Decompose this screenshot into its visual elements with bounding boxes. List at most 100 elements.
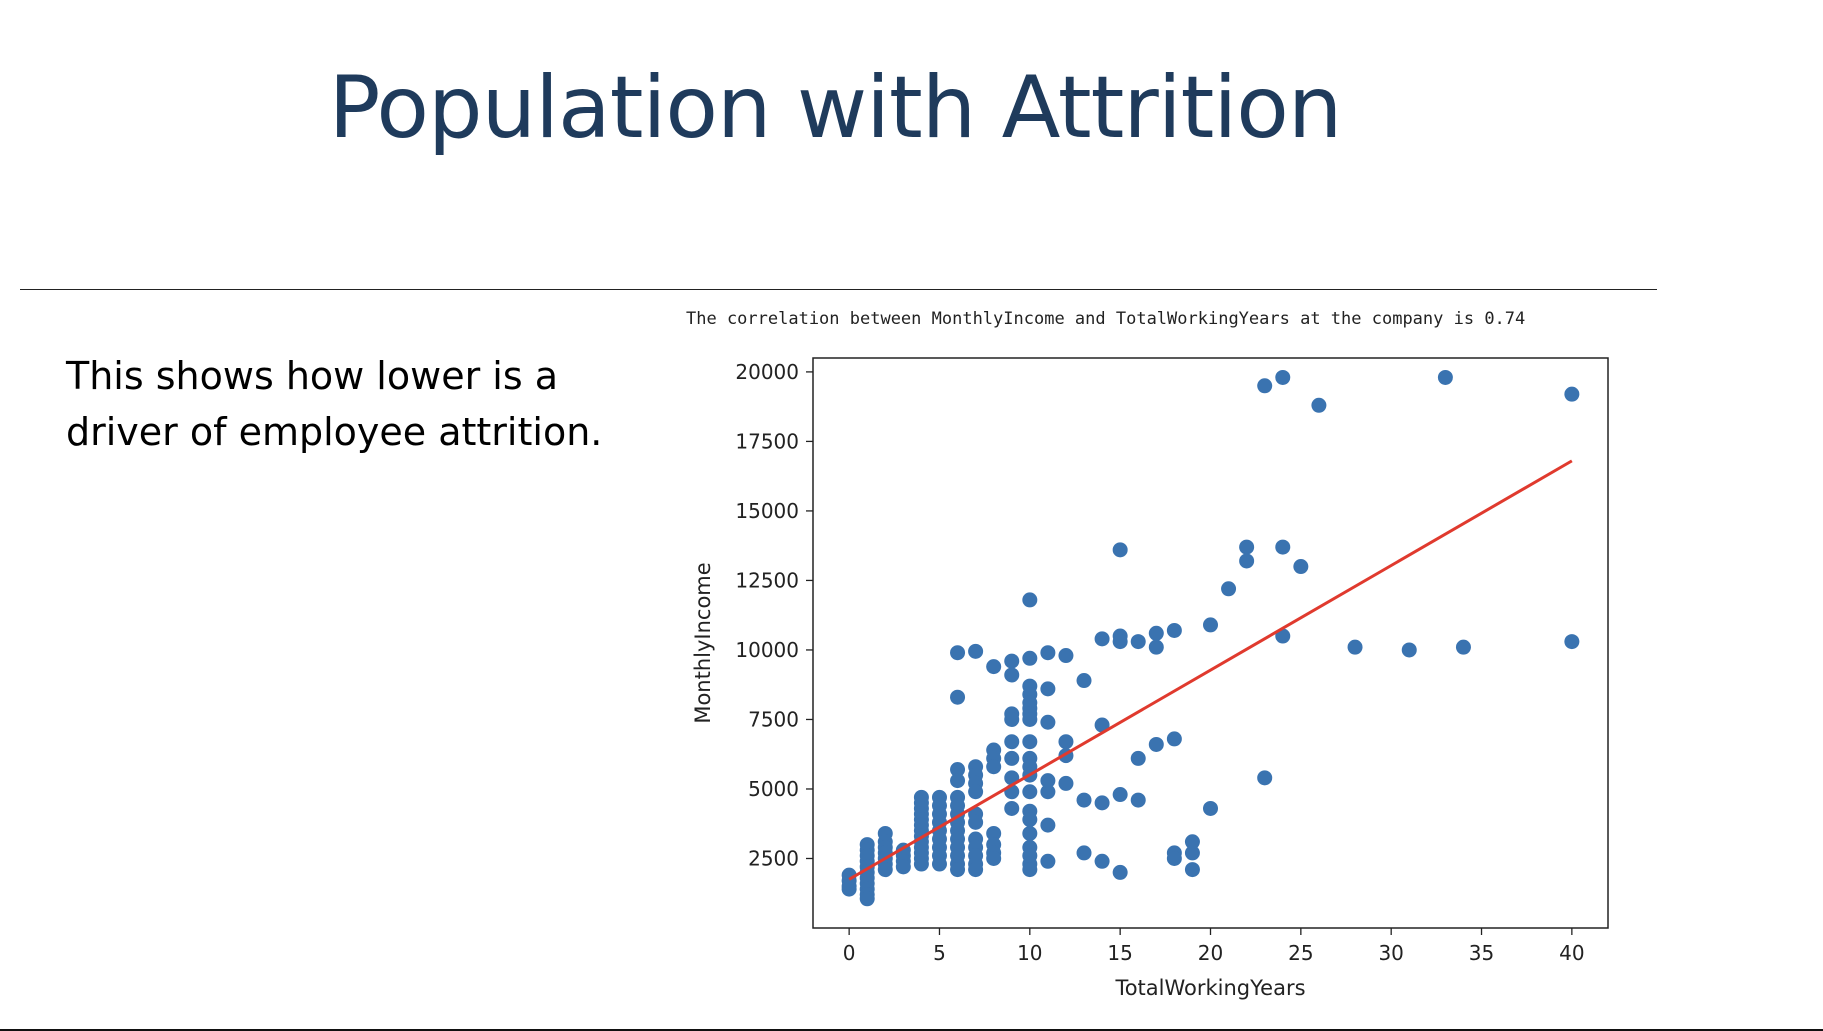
title-divider: [20, 289, 1657, 290]
x-tick-label: 35: [1469, 941, 1494, 965]
scatter-point: [1166, 731, 1182, 747]
scatter-point: [1130, 634, 1146, 650]
x-tick-label: 20: [1198, 941, 1223, 965]
chart-points: [841, 369, 1580, 907]
y-tick-label: 5000: [748, 777, 799, 801]
scatter-point: [1004, 667, 1020, 683]
scatter-point: [1257, 770, 1273, 786]
scatter-point: [1058, 775, 1074, 791]
scatter-point: [1040, 714, 1056, 730]
scatter-point: [1564, 386, 1580, 402]
scatter-point: [895, 859, 911, 875]
scatter-point: [1094, 853, 1110, 869]
scatter-point: [913, 856, 929, 872]
scatter-point: [968, 814, 984, 830]
y-tick-label: 15000: [735, 499, 799, 523]
scatter-point: [1455, 639, 1471, 655]
scatter-point: [1094, 795, 1110, 811]
scatter-point: [950, 773, 966, 789]
scatter-point: [1401, 642, 1417, 658]
scatter-point: [950, 762, 966, 778]
scatter-point: [1004, 711, 1020, 727]
scatter-point: [1058, 734, 1074, 750]
scatter-chart: 0 5 10 15 20 25 30 35 40 2500 5000 7500 10000 12500 15…: [691, 357, 1609, 1000]
chart-axes: 0 5 10 15 20 25 30 35 40 2500 5000 7500 10000 12500 15…: [735, 357, 1609, 965]
scatter-point: [968, 643, 984, 659]
scatter-point: [1203, 617, 1218, 633]
scatter-point: [1076, 792, 1092, 808]
scatter-point: [1112, 864, 1128, 880]
scatter-point: [1347, 639, 1363, 655]
scatter-point: [1022, 711, 1038, 727]
scatter-point: [1004, 800, 1020, 816]
correlation-caption: The correlation between MonthlyIncome an…: [686, 309, 1526, 329]
scatter-point: [1004, 734, 1020, 750]
scatter-point: [1076, 845, 1092, 861]
chart-trendline: [848, 459, 1573, 881]
scatter-point: [1564, 634, 1580, 650]
scatter-point: [968, 784, 984, 800]
x-tick-label: 5: [933, 941, 946, 965]
y-tick-label: 2500: [748, 846, 799, 870]
scatter-point: [859, 891, 875, 907]
scatter-point: [1094, 631, 1110, 647]
scatter-point: [1148, 736, 1164, 752]
x-tick-label: 0: [843, 941, 856, 965]
scatter-point: [1022, 825, 1038, 841]
scatter-point: [877, 862, 893, 878]
scatter-point: [1130, 792, 1146, 808]
scatter-point: [1112, 634, 1128, 650]
scatter-point: [1112, 542, 1128, 558]
scatter-point: [950, 862, 966, 878]
scatter-point: [986, 659, 1002, 675]
scatter-point: [950, 689, 966, 705]
y-tick-label: 7500: [748, 707, 799, 731]
scatter-point: [1040, 784, 1056, 800]
scatter-point: [1148, 639, 1164, 655]
scatter-point: [1094, 717, 1110, 733]
scatter-point: [1040, 773, 1056, 789]
scatter-point: [1040, 817, 1056, 833]
scatter-point: [1022, 650, 1038, 666]
scatter-point: [1022, 862, 1038, 878]
scatter-point: [986, 825, 1002, 841]
scatter-point: [1437, 369, 1453, 385]
scatter-point: [1275, 369, 1291, 385]
scatter-point: [1293, 559, 1309, 575]
scatter-point: [1275, 628, 1291, 644]
scatter-point: [1184, 862, 1200, 878]
scatter-point: [1184, 845, 1200, 861]
x-tick-label: 30: [1378, 941, 1403, 965]
y-axis-label: MonthlyIncome: [691, 562, 715, 723]
scatter-point: [986, 850, 1002, 866]
scatter-point: [931, 856, 947, 872]
x-axis-label: TotalWorkingYears: [1114, 976, 1305, 1000]
x-tick-label: 15: [1107, 941, 1132, 965]
scatter-point: [1040, 853, 1056, 869]
scatter-point: [1203, 800, 1218, 816]
scatter-point: [1004, 653, 1020, 669]
scatter-point: [1166, 850, 1182, 866]
x-tick-label: 10: [1017, 941, 1042, 965]
scatter-point: [968, 862, 984, 878]
x-tick-label: 40: [1559, 941, 1584, 965]
slide-title: Population with Attrition: [328, 58, 1343, 158]
scatter-point: [1076, 673, 1092, 689]
scatter-point: [1148, 625, 1164, 641]
scatter-point: [1004, 750, 1020, 766]
scatter-point: [1130, 750, 1146, 766]
scatter-point: [1239, 553, 1255, 569]
scatter-point: [1275, 539, 1291, 555]
scatter-point: [950, 645, 966, 661]
y-tick-label: 10000: [735, 638, 799, 662]
y-tick-label: 20000: [735, 360, 799, 384]
scatter-point: [1058, 648, 1074, 664]
scatter-point: [1311, 397, 1327, 413]
scatter-point: [986, 759, 1002, 775]
scatter-point: [1022, 812, 1038, 828]
x-tick-label: 25: [1288, 941, 1313, 965]
scatter-point: [1112, 787, 1128, 803]
scatter-point: [1040, 645, 1056, 661]
body-text: This shows how lower is a driver of empl…: [66, 354, 603, 454]
scatter-point: [1022, 734, 1038, 750]
